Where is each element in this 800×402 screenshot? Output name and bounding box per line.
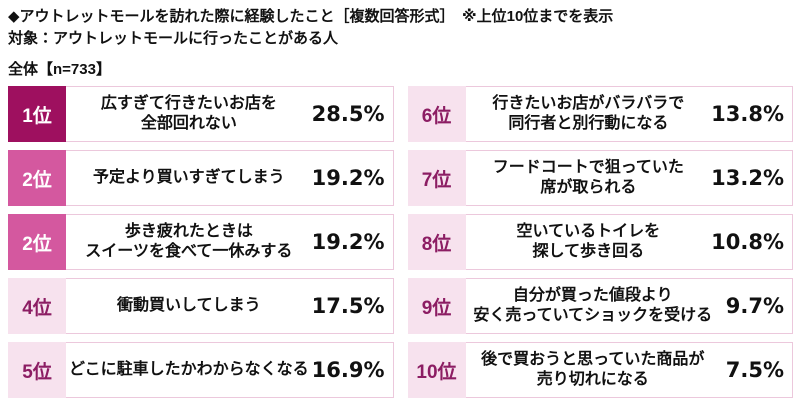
chart-title: ◆アウトレットモールを訪れた際に経験したこと［複数回答形式］ ※上位10位までを… xyxy=(8,8,614,25)
item-value: 9.7% xyxy=(725,294,784,318)
item-label: 行きたいお店がバラバラで 同行者と別行動になる xyxy=(492,95,685,132)
rank-row-content: 歩き疲れたときは スイーツを食べて一休みする 19.2% xyxy=(66,215,393,269)
rank-row-1: 1位 広すぎて行きたいお店を 全部回れない 28.5% xyxy=(8,86,394,142)
rank-badge: 2位 xyxy=(8,150,66,206)
item-value: 19.2% xyxy=(311,166,385,190)
item-value: 17.5% xyxy=(311,294,385,318)
rank-badge: 8位 xyxy=(407,214,466,270)
item-label: 後で買おうと思っていた商品が 売り切れになる xyxy=(481,351,705,388)
rank-row-2b: 2位 歩き疲れたときは スイーツを食べて一休みする 19.2% xyxy=(8,214,394,270)
item-label: 空いているトイレを 探して歩き回る xyxy=(516,223,661,260)
ranking-columns: 1位 広すぎて行きたいお店を 全部回れない 28.5% 2位 予定より買いすぎて… xyxy=(0,86,800,398)
rank-row-content: どこに駐車したかわからなくなる 16.9% xyxy=(66,343,393,397)
item-value: 28.5% xyxy=(311,102,385,126)
rank-badge: 7位 xyxy=(407,150,466,206)
rank-badge: 6位 xyxy=(407,86,466,142)
rank-badge: 2位 xyxy=(8,214,66,270)
rank-row-7: 7位 フードコートで狙っていた 席が取られる 13.2% xyxy=(407,150,793,206)
item-label: 自分が買った値段より 安く売っていてショックを受ける xyxy=(473,287,713,324)
rank-row-9: 9位 自分が買った値段より 安く売っていてショックを受ける 9.7% xyxy=(407,278,793,334)
rank-row-content: フードコートで狙っていた 席が取られる 13.2% xyxy=(466,151,793,205)
rank-badge: 1位 xyxy=(8,86,66,142)
rank-row-5: 5位 どこに駐車したかわからなくなる 16.9% xyxy=(8,342,394,398)
rank-badge: 10位 xyxy=(407,342,466,398)
rank-row-2: 2位 予定より買いすぎてしまう 19.2% xyxy=(8,150,394,206)
item-label: 歩き疲れたときは スイーツを食べて一休みする xyxy=(85,223,293,260)
rank-row-content: 空いているトイレを 探して歩き回る 10.8% xyxy=(466,215,793,269)
rank-row-10: 10位 後で買おうと思っていた商品が 売り切れになる 7.5% xyxy=(407,342,793,398)
rank-row-content: 広すぎて行きたいお店を 全部回れない 28.5% xyxy=(66,87,393,141)
item-label: どこに駐車したかわからなくなる xyxy=(69,361,309,378)
item-value: 13.8% xyxy=(711,102,784,126)
rank-row-content: 予定より買いすぎてしまう 19.2% xyxy=(66,151,393,205)
item-label: 広すぎて行きたいお店を 全部回れない xyxy=(100,95,277,132)
header: ◆アウトレットモールを訪れた際に経験したこと［複数回答形式］ ※上位10位までを… xyxy=(0,0,800,79)
item-label: 衝動買いしてしまう xyxy=(117,297,261,314)
ranking-column-right: 6位 行きたいお店がバラバラで 同行者と別行動になる 13.8% 7位 フードコ… xyxy=(407,86,793,398)
item-label: フードコートで狙っていた 席が取られる xyxy=(492,159,684,196)
chart-target: 対象：アウトレットモールに行ったことがある人 xyxy=(8,30,339,47)
rank-row-content: 衝動買いしてしまう 17.5% xyxy=(66,279,393,333)
rank-row-content: 自分が買った値段より 安く売っていてショックを受ける 9.7% xyxy=(466,279,793,333)
rank-row-4: 4位 衝動買いしてしまう 17.5% xyxy=(8,278,394,334)
rank-row-content: 行きたいお店がバラバラで 同行者と別行動になる 13.8% xyxy=(466,87,793,141)
rank-badge: 9位 xyxy=(407,278,466,334)
rank-badge: 5位 xyxy=(8,342,66,398)
rank-row-6: 6位 行きたいお店がバラバラで 同行者と別行動になる 13.8% xyxy=(407,86,793,142)
item-value: 10.8% xyxy=(711,230,784,254)
rank-badge: 4位 xyxy=(8,278,66,334)
item-value: 16.9% xyxy=(311,358,385,382)
item-value: 7.5% xyxy=(725,358,784,382)
rank-row-content: 後で買おうと思っていた商品が 売り切れになる 7.5% xyxy=(466,343,793,397)
item-value: 19.2% xyxy=(311,230,385,254)
item-label: 予定より買いすぎてしまう xyxy=(92,169,285,186)
item-value: 13.2% xyxy=(711,166,784,190)
sample-size: 全体【n=733】 xyxy=(8,61,111,78)
rank-row-8: 8位 空いているトイレを 探して歩き回る 10.8% xyxy=(407,214,793,270)
ranking-column-left: 1位 広すぎて行きたいお店を 全部回れない 28.5% 2位 予定より買いすぎて… xyxy=(8,86,394,398)
